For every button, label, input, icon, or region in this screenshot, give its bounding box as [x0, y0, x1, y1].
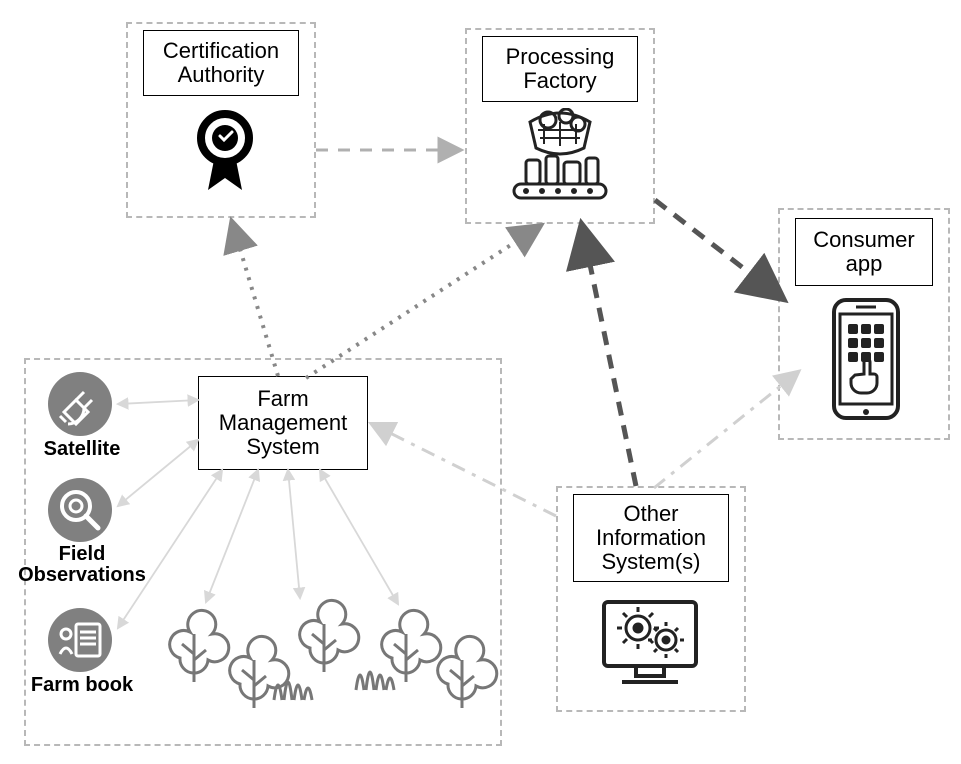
node-farm-mgmt-label-box: FarmManagementSystem	[198, 376, 368, 470]
diagram-canvas: CertificationAuthority ProcessingFactory…	[0, 0, 961, 764]
smartphone-icon	[828, 296, 904, 424]
satellite-icon	[46, 370, 114, 438]
node-processing-factory-label-box: ProcessingFactory	[482, 36, 638, 102]
factory-goods-icon	[508, 108, 612, 208]
satellite-label: Satellite	[12, 438, 152, 461]
other-info-sys-label: OtherInformationSystem(s)	[596, 502, 706, 575]
consumer-app-label: Consumerapp	[813, 228, 914, 276]
node-consumer-app-label-box: Consumerapp	[795, 218, 933, 286]
farm-vegetation-icon	[160, 594, 500, 744]
node-cert-authority-label-box: CertificationAuthority	[143, 30, 299, 96]
magnifier-icon	[46, 476, 114, 544]
monitor-gears-icon	[596, 588, 704, 696]
processing-factory-label: ProcessingFactory	[506, 45, 615, 93]
farm-book-label: Farm book	[12, 674, 152, 697]
farm-book-icon	[46, 606, 114, 674]
node-other-info-sys-label-box: OtherInformationSystem(s)	[573, 494, 729, 582]
cert-authority-label: CertificationAuthority	[163, 39, 279, 87]
farm-mgmt-label: FarmManagementSystem	[219, 387, 347, 460]
award-badge-icon	[190, 108, 260, 196]
field-observations-label: FieldObservations	[12, 544, 152, 586]
